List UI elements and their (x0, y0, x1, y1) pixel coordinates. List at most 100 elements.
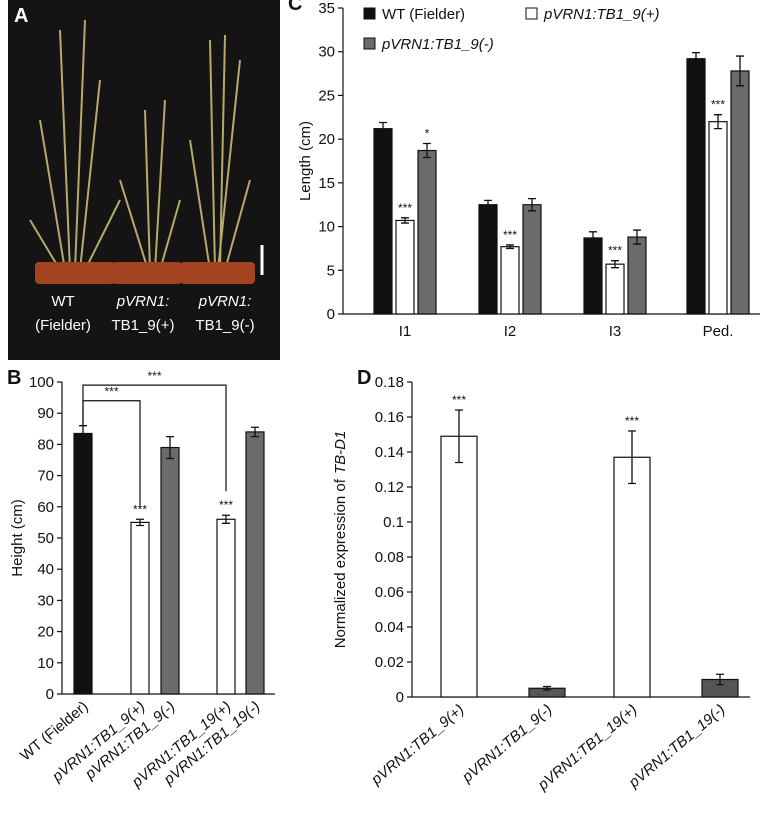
y-tick-label: 25 (318, 87, 335, 104)
error-bar (423, 142, 431, 159)
legend-swatch (525, 7, 538, 20)
y-tick-label: 0 (396, 689, 404, 706)
error-bar (455, 409, 463, 464)
x-tick-label: I1 (399, 323, 412, 340)
bracket-label: *** (104, 385, 118, 399)
y-tick-label: 10 (37, 655, 54, 672)
y-axis-label-text: Normalized expression of (332, 478, 349, 648)
bar (130, 521, 150, 695)
bracket-label: *** (147, 369, 161, 383)
caption: pVRN1: (116, 293, 170, 310)
panel-label: C (288, 0, 302, 15)
panel-label: B (7, 367, 21, 389)
y-tick-label: 0.04 (375, 619, 404, 636)
caption: (Fielder) (35, 317, 91, 334)
bar (500, 246, 520, 315)
error-bar (611, 260, 619, 269)
bar (73, 432, 93, 695)
y-tick-label: 0 (46, 686, 54, 703)
y-tick-label: 20 (318, 131, 335, 148)
caption: TB1_9(+) (112, 317, 175, 334)
legend-label: pVRN1:TB1_9(+) (543, 6, 659, 23)
y-tick-label: 0.02 (375, 654, 404, 671)
error-bar (589, 231, 597, 245)
y-tick-label: 60 (37, 499, 54, 516)
x-tick-label: Ped. (703, 323, 734, 340)
significance-label: * (425, 127, 430, 141)
bar (522, 204, 542, 315)
significance-label: *** (452, 393, 466, 407)
y-tick-label: 90 (37, 405, 54, 422)
pots (35, 262, 255, 284)
error-bar (222, 514, 230, 524)
y-tick-label: 80 (37, 436, 54, 453)
x-tick-label: pVRN1:TB1_9(-) (458, 701, 555, 786)
error-bar (484, 199, 492, 210)
y-tick-label: 5 (327, 262, 335, 279)
y-axis-label: Normalized expression of TB-D1 (332, 431, 349, 649)
bar (417, 149, 437, 315)
y-tick-label: 0.14 (375, 444, 404, 461)
significance-label: *** (608, 244, 622, 258)
bar (395, 219, 415, 315)
y-tick-label: 30 (318, 44, 335, 61)
bar (730, 70, 750, 315)
error-bar (714, 114, 722, 130)
significance-label: *** (503, 228, 517, 242)
panel-label: D (357, 367, 371, 389)
x-tick-label: pVRN1:TB1_19(-) (625, 701, 729, 792)
y-tick-label: 15 (318, 175, 335, 192)
y-tick-label: 0 (327, 306, 335, 323)
y-tick-label: 10 (318, 219, 335, 236)
bar (613, 456, 651, 698)
legend-swatch (363, 37, 376, 50)
error-bar (379, 121, 387, 136)
y-axis-label-gene: TB-D1 (332, 431, 349, 474)
y-tick-label: 70 (37, 468, 54, 485)
error-bar (692, 51, 700, 66)
error-bar (166, 435, 174, 460)
y-tick-label: 0.1 (383, 514, 404, 531)
x-tick-label: pVRN1:TB1_9(+) (367, 701, 467, 789)
bar (583, 237, 603, 315)
y-tick-label: 35 (318, 0, 335, 17)
y-tick-label: 100 (29, 374, 54, 391)
significance-label: *** (219, 498, 233, 512)
caption: pVRN1: (198, 293, 252, 310)
caption: WT (51, 293, 74, 310)
error-bar (543, 685, 551, 691)
bar (627, 236, 647, 315)
y-tick-label: 0.12 (375, 479, 404, 496)
plant-drawing (29, 19, 251, 271)
y-tick-label: 0.06 (375, 584, 404, 601)
legend-label: pVRN1:TB1_9(-) (381, 36, 494, 53)
y-tick-label: 0.18 (375, 374, 404, 391)
x-tick-label: I3 (609, 323, 622, 340)
bar (245, 431, 265, 695)
bracket (82, 384, 227, 492)
error-bar (716, 673, 724, 686)
legend-swatch (363, 7, 376, 20)
bar (440, 435, 478, 698)
y-axis-label: Height (cm) (9, 499, 26, 577)
error-bar (736, 55, 744, 87)
y-tick-label: 40 (37, 561, 54, 578)
bar (373, 128, 393, 315)
error-bar (633, 229, 641, 245)
bar (708, 121, 728, 315)
bar (160, 446, 180, 695)
y-axis-label: Length (cm) (297, 121, 314, 201)
error-bar (628, 430, 636, 485)
significance-label: *** (625, 414, 639, 428)
bar (686, 58, 706, 315)
y-tick-label: 20 (37, 624, 54, 641)
error-bar (506, 244, 514, 250)
legend-label: WT (Fielder) (382, 6, 465, 23)
error-bar (528, 197, 536, 212)
bar (478, 204, 498, 315)
significance-label: *** (133, 502, 147, 516)
significance-label: *** (711, 98, 725, 112)
y-tick-label: 0.08 (375, 549, 404, 566)
panel-label: A (14, 5, 28, 27)
